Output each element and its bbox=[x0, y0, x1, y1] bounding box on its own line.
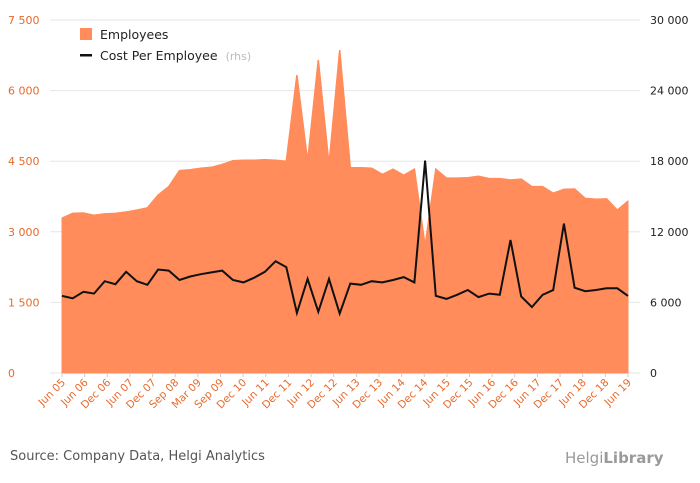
employees-area bbox=[61, 50, 629, 374]
right-axis-tick: 6 000 bbox=[650, 296, 682, 309]
left-axis-tick: 4 500 bbox=[8, 155, 40, 168]
source-note: Source: Company Data, Helgi Analytics bbox=[10, 449, 265, 464]
right-axis-ticks: 0 6 000 12 000 18 000 24 000 30 000 bbox=[650, 14, 689, 380]
left-axis-tick: 1 500 bbox=[8, 296, 40, 309]
employees-line bbox=[61, 50, 629, 247]
legend: Employees Cost Per Employee (rhs) bbox=[80, 27, 251, 63]
right-axis-tick: 30 000 bbox=[650, 14, 689, 27]
legend-series-name: Cost Per Employee bbox=[100, 48, 218, 63]
helgi-library-logo: HelgiLibrary bbox=[565, 449, 664, 467]
legend-label-employees: Employees bbox=[100, 27, 168, 42]
right-axis-tick: 24 000 bbox=[650, 85, 689, 98]
legend-rhs-note: (rhs) bbox=[226, 50, 252, 63]
legend-label-cost-per-employee: Cost Per Employee (rhs) bbox=[100, 48, 251, 63]
logo-text-helgi: Helgi bbox=[565, 449, 604, 467]
legend-swatch-employees bbox=[80, 28, 92, 40]
left-axis-tick: 7 500 bbox=[8, 14, 40, 27]
right-axis-tick: 18 000 bbox=[650, 155, 689, 168]
left-axis-tick: 6 000 bbox=[8, 85, 40, 98]
left-axis-tick: 0 bbox=[8, 367, 15, 380]
right-axis-tick: 12 000 bbox=[650, 226, 689, 239]
cost-per-employee-line bbox=[61, 160, 629, 317]
chart: 0 1 500 3 000 4 500 6 000 7 500 0 6 000 12 000 1… bbox=[8, 14, 689, 411]
right-axis-tick: 0 bbox=[650, 367, 657, 380]
logo-text-library: Library bbox=[603, 449, 664, 467]
legend-swatch-cost-per-employee bbox=[80, 54, 92, 57]
left-axis-ticks: 0 1 500 3 000 4 500 6 000 7 500 bbox=[8, 14, 40, 380]
left-axis-tick: 3 000 bbox=[8, 226, 40, 239]
